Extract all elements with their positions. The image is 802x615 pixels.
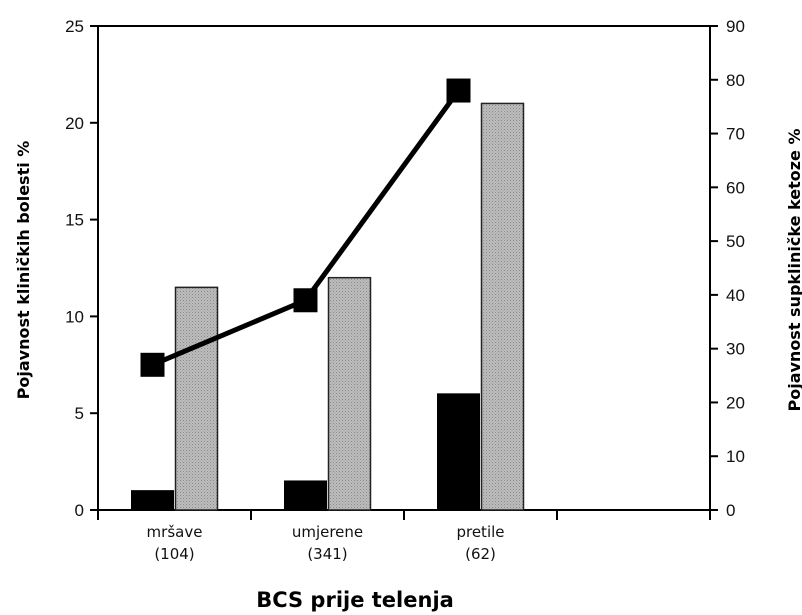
y2-tick-label: 80 (726, 71, 745, 90)
x-category-label: mršave (147, 523, 203, 541)
ketosis-marker (293, 288, 318, 313)
bar-subclinical (174, 286, 219, 511)
y2-tick-label: 50 (726, 232, 745, 251)
y-tick-label: 15 (65, 211, 84, 230)
ketosis-marker (140, 352, 165, 377)
y2-tick-label: 70 (726, 125, 745, 144)
bar-clinical (437, 393, 480, 511)
y-tick-label: 20 (65, 114, 84, 133)
x-category-count: (104) (154, 545, 194, 563)
y2-tick-label: 90 (726, 17, 745, 36)
x-category-count: (341) (307, 545, 347, 563)
y-tick-label: 5 (75, 404, 84, 423)
y-tick-label: 10 (65, 307, 84, 326)
y2-tick-label: 20 (726, 393, 745, 412)
x-category-label: pretile (456, 523, 504, 541)
x-category-label: umjerene (292, 523, 363, 541)
y2-axis-title: Pojavnost supkliničke ketoze % (785, 129, 802, 412)
bar-clinical (131, 490, 174, 511)
y2-tick-label: 0 (726, 501, 735, 520)
plot-area: 0 5 10 15 20 25 0 10 20 30 40 50 60 70 80 90 mršave (104)… (65, 17, 745, 563)
y2-tick-label: 60 (726, 178, 745, 197)
y2-tick-label: 10 (726, 447, 745, 466)
x-category-count: (62) (465, 545, 496, 563)
ketosis-marker (446, 78, 471, 103)
y-tick-label: 0 (75, 501, 84, 520)
bar-subclinical (327, 276, 372, 511)
x-axis-title: BCS prije telenja (256, 588, 454, 612)
bar-subclinical (480, 102, 525, 511)
y2-tick-label: 30 (726, 340, 745, 359)
y-tick-label: 25 (65, 17, 84, 36)
y2-tick-label: 40 (726, 286, 745, 305)
y-axis-title: Pojavnost kliničkih bolesti % (14, 141, 33, 400)
bar-clinical (284, 480, 327, 511)
